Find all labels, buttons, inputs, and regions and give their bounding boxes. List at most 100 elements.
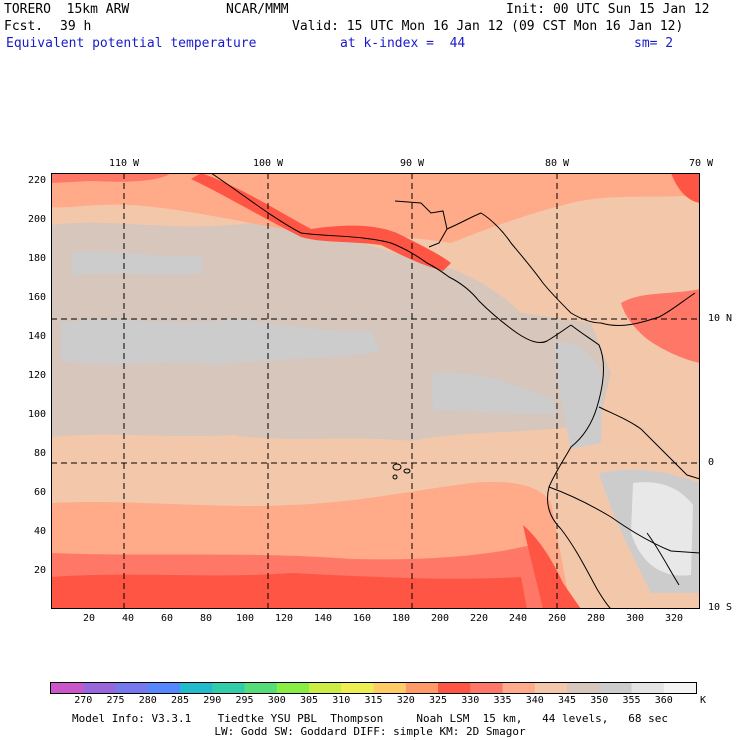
colorbar-label: 355 <box>622 695 641 706</box>
colorbar-cells <box>51 683 697 693</box>
x-tick: 160 <box>352 613 372 624</box>
x-tick: 80 <box>199 613 213 624</box>
lon-label-70w: 70 W <box>688 158 714 169</box>
model-info-line2: LW: Godd SW: Goddard DIFF: simple KM: 2D… <box>214 725 526 738</box>
y-tick: 100 <box>27 409 46 420</box>
colorbar-label: 310 <box>332 695 351 706</box>
colorbar-label: 290 <box>203 695 222 706</box>
colorbar-cell <box>470 683 503 693</box>
colorbar-label: 275 <box>106 695 125 706</box>
colorbar-label: 305 <box>299 695 319 706</box>
colorbar-cell <box>663 683 697 693</box>
x-tick: 300 <box>625 613 645 624</box>
x-tick: 120 <box>274 613 294 624</box>
colorbar-cell <box>502 683 536 693</box>
field-335-north <box>51 173 171 183</box>
x-tick: 240 <box>508 613 528 624</box>
colorbar-label: 300 <box>267 695 286 706</box>
y-tick: 60 <box>33 487 46 498</box>
field-340-north <box>51 173 700 243</box>
x-tick: 60 <box>160 613 174 624</box>
colorbar-cell <box>631 683 665 693</box>
colorbar-cell <box>115 683 149 693</box>
colorbar-label: 335 <box>493 695 512 706</box>
field-355-patch <box>431 372 557 415</box>
colorbar <box>50 682 697 694</box>
model-info-line1: Model Info: V3.3.1 Tiedtke YSU PBL Thomp… <box>71 712 669 725</box>
y-tick: 160 <box>27 292 46 303</box>
lat-label-10s: 10 S <box>708 602 733 613</box>
colorbar-cell <box>405 683 439 693</box>
x-tick: 140 <box>313 613 333 624</box>
colorbar-label: 340 <box>525 695 544 706</box>
x-tick: 280 <box>586 613 606 624</box>
colorbar-cell <box>534 683 568 693</box>
y-tick: 120 <box>27 370 46 381</box>
coastlines <box>210 173 700 609</box>
map-frame <box>51 173 700 609</box>
field-330-north <box>191 173 451 271</box>
colorbar-cell <box>438 683 471 693</box>
colorbar-cell <box>212 683 245 693</box>
colorbar-cell <box>180 683 213 693</box>
colorbar-label: 360 <box>654 695 673 706</box>
colorbar-cell <box>599 683 632 693</box>
lon-label-100w: 100 W <box>252 158 284 169</box>
forecast-hour: 39 h <box>60 19 92 34</box>
forecast-label: Fcst. <box>4 19 44 34</box>
colorbar-label: 330 <box>461 695 480 706</box>
equivalent-potential-temperature-map <box>51 173 700 609</box>
lon-label-80w: 80 W <box>544 158 570 169</box>
model-title: TORERO 15km ARW <box>4 2 130 17</box>
colorbar-cell <box>309 683 342 693</box>
x-tick: 180 <box>391 613 411 624</box>
colorbar-label: 315 <box>364 695 383 706</box>
colorbar-cell <box>373 683 407 693</box>
colorbar-label: 270 <box>74 695 93 706</box>
x-tick: 100 <box>235 613 255 624</box>
lon-label-90w: 90 W <box>399 158 425 169</box>
x-tick: 40 <box>121 613 135 624</box>
y-tick: 20 <box>33 565 46 576</box>
field-330-coast <box>523 525 581 609</box>
x-tick: 200 <box>430 613 450 624</box>
y-tick: 140 <box>27 331 46 342</box>
smoothing: sm= 2 <box>634 36 674 51</box>
colorbar-cell <box>147 683 181 693</box>
colorbar-cell <box>244 683 278 693</box>
y-tick: 220 <box>27 175 46 186</box>
colorbar-cell <box>83 683 116 693</box>
field-355-patch <box>71 252 203 275</box>
colorbar-label: 280 <box>138 695 157 706</box>
colorbar-cell <box>341 683 374 693</box>
lat-label-10n: 10 N <box>708 313 733 324</box>
x-tick: 20 <box>82 613 96 624</box>
colorbar-unit: K <box>699 695 707 706</box>
colorbar-label: 295 <box>235 695 254 706</box>
init-time: Init: 00 UTC Sun 15 Jan 12 <box>506 2 710 17</box>
colorbar-label: 325 <box>428 695 448 706</box>
level-index: at k-index = 44 <box>340 36 466 51</box>
colorbar-cell <box>567 683 600 693</box>
y-tick: 180 <box>27 253 46 264</box>
organization: NCAR/MMM <box>226 2 289 17</box>
y-tick: 200 <box>27 214 46 225</box>
colorbar-label: 285 <box>170 695 190 706</box>
field-330-northeast <box>671 173 700 203</box>
colorbar-label: 320 <box>396 695 415 706</box>
colorbar-cell <box>276 683 310 693</box>
colorbar-cell <box>51 683 84 693</box>
x-tick: 320 <box>664 613 684 624</box>
colorbar-label: 350 <box>590 695 609 706</box>
y-tick: 80 <box>33 448 46 459</box>
x-tick: 260 <box>547 613 567 624</box>
field-335-caribbean <box>621 289 700 363</box>
lat-label-0: 0 <box>708 457 715 468</box>
field-360-patch <box>631 482 693 576</box>
y-tick: 40 <box>33 526 46 537</box>
field-name: Equivalent potential temperature <box>6 36 257 51</box>
graticule <box>51 173 700 609</box>
field-330-strip <box>51 573 527 609</box>
field-355-patch <box>61 319 381 365</box>
colorbar-label: 345 <box>557 695 577 706</box>
